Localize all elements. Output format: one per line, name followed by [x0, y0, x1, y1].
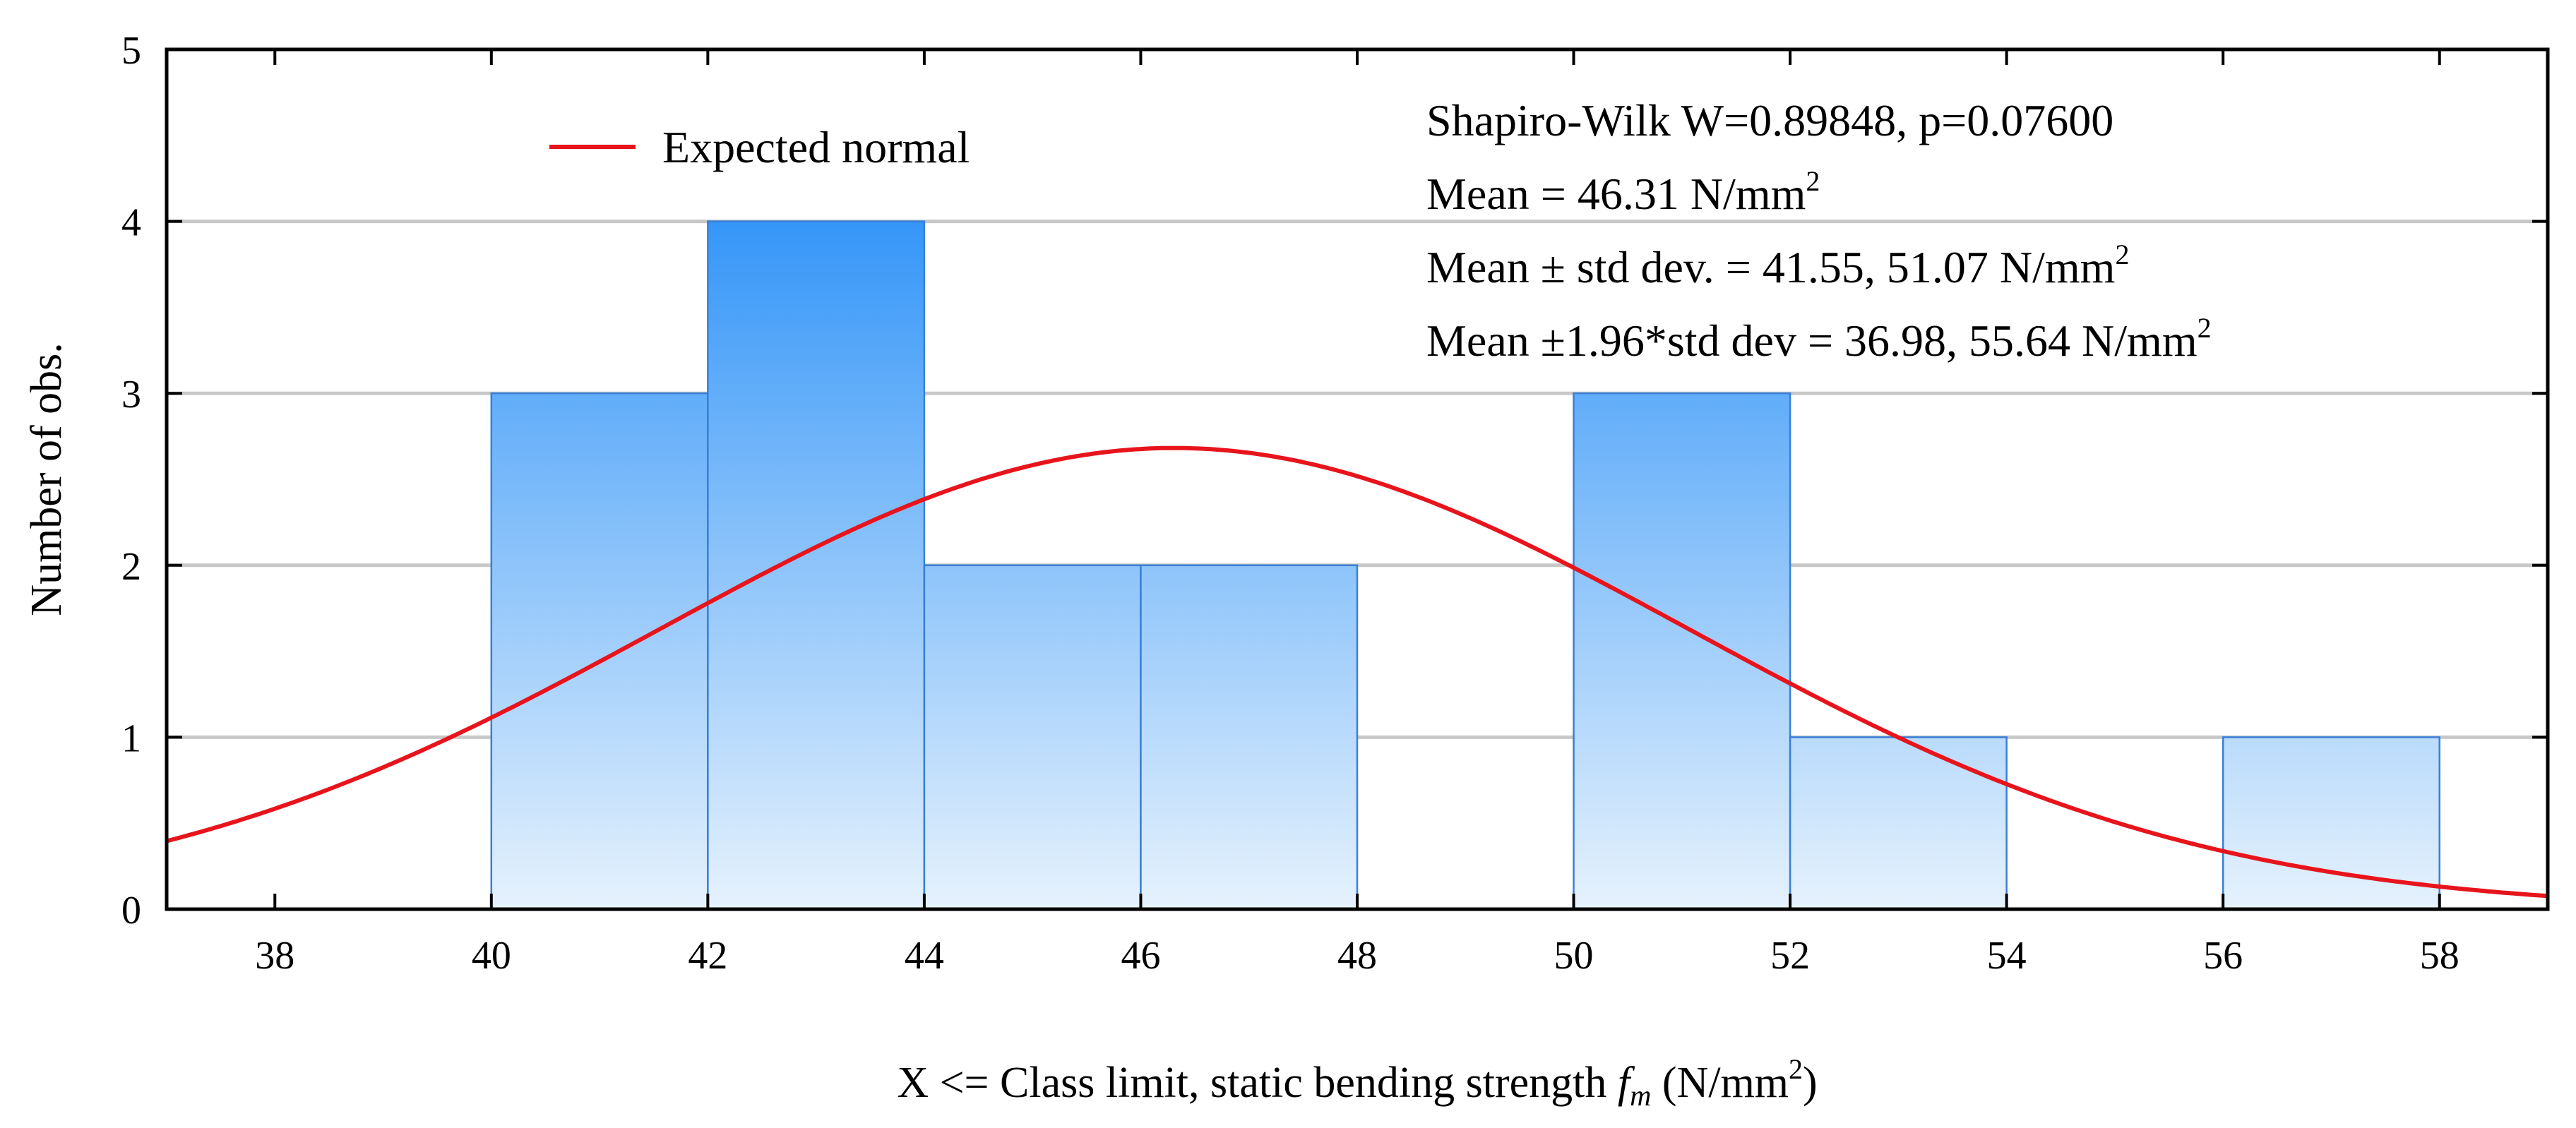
expected-normal-curve	[167, 445, 2548, 899]
x-tick-label-38: 38	[255, 934, 294, 978]
y-tick-label-2: 2	[121, 545, 141, 589]
y-tick-label-0: 0	[121, 889, 141, 932]
histogram-bar-42-44	[707, 220, 926, 911]
x-axis-label: X <= Class limit, static bending strengt…	[897, 1053, 1817, 1112]
x-tick-label-48: 48	[1337, 934, 1377, 978]
legend-label: Expected normal	[662, 122, 970, 172]
histogram-bars	[490, 220, 2440, 911]
x-tick-label-52: 52	[1770, 934, 1810, 978]
histogram-bar-46-48	[1140, 564, 1359, 911]
x-tick-label-44: 44	[905, 934, 944, 978]
histogram-bar-40-42	[490, 392, 709, 911]
histogram-bar-52-54	[1789, 736, 2008, 911]
x-axis-ticks: 38 40 42 44 46 48 50 52 54 56 58	[255, 49, 2459, 978]
y-tick-label-4: 4	[121, 201, 141, 245]
legend: Expected normal	[549, 122, 970, 172]
histogram-bar-44-46	[923, 564, 1142, 911]
y-axis-label: Number of obs.	[23, 342, 71, 616]
stat-line-shapiro-wilk: Shapiro-Wilk W=0.89848, p=0.07600	[1426, 95, 2113, 145]
x-tick-label-40: 40	[472, 934, 511, 978]
x-tick-label-46: 46	[1121, 934, 1160, 978]
x-tick-label-42: 42	[688, 934, 727, 978]
x-tick-label-50: 50	[1554, 934, 1594, 978]
stats-block: Shapiro-Wilk W=0.89848, p=0.07600 Mean =…	[1426, 95, 2212, 366]
y-axis-ticks: 0 1 2 3 4 5	[121, 29, 2548, 932]
x-tick-label-58: 58	[2420, 934, 2459, 978]
stat-line-mean-196-std: Mean ±1.96*std dev = 36.98, 55.64 N/mm2	[1426, 312, 2212, 366]
y-tick-label-1: 1	[121, 716, 141, 760]
stat-line-mean: Mean = 46.31 N/mm2	[1426, 165, 1820, 219]
stat-line-mean-std: Mean ± std dev. = 41.55, 51.07 N/mm2	[1426, 239, 2129, 292]
y-tick-label-5: 5	[121, 29, 141, 73]
histogram-bar-50-52	[1573, 392, 1791, 911]
x-tick-label-54: 54	[1987, 934, 2027, 978]
x-tick-label-56: 56	[2203, 934, 2243, 978]
y-tick-label-3: 3	[121, 373, 141, 416]
